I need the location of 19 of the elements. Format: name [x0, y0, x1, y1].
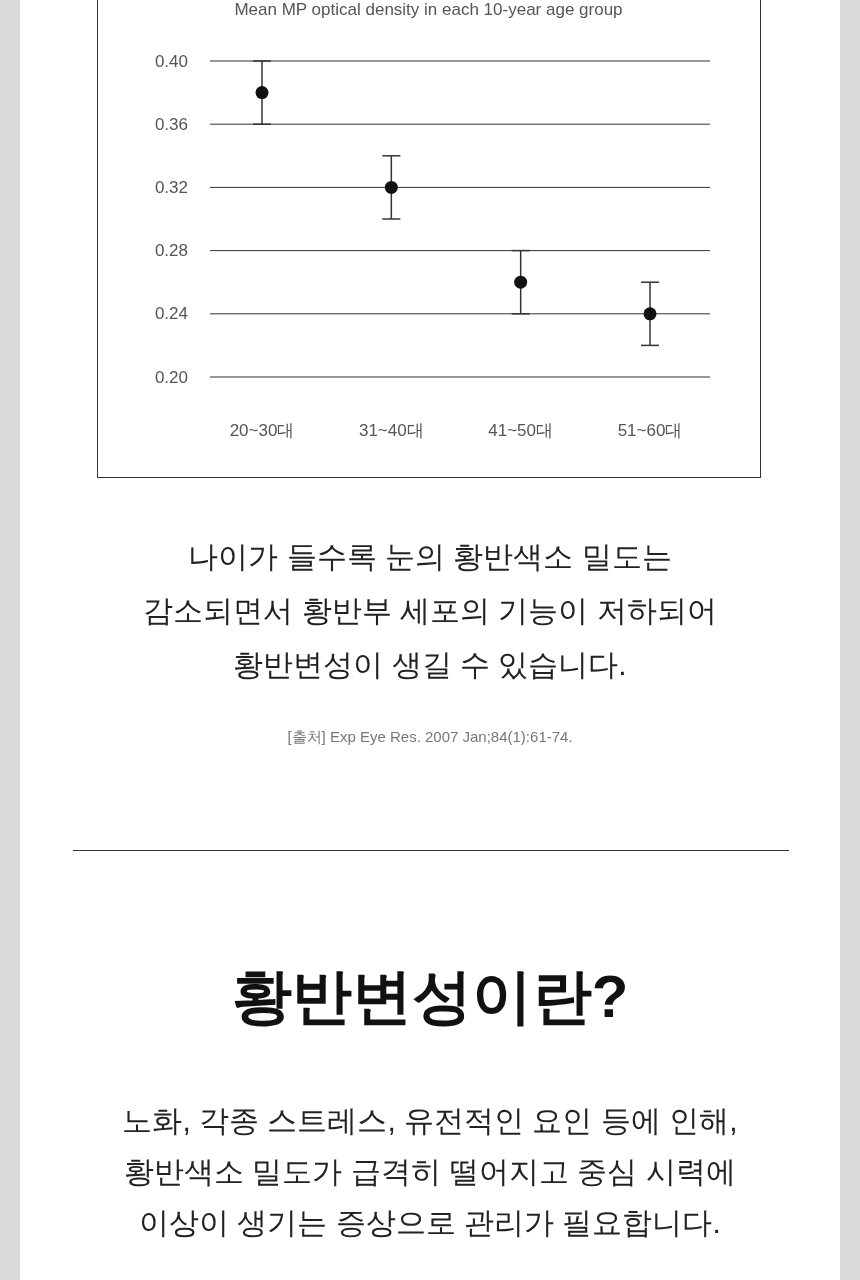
y-tick-label: 0.20 [154, 367, 188, 387]
text: 황반변성이란? [231, 962, 629, 1030]
text: 노화, 각종 스트레스, 유전적인 요인 등에 인해, 황반색소 밀도가 급격히 떨어지고 중심 시력에 이상이 생기는 증상으로 관리가 필요합니다. [122, 1103, 738, 1239]
point [255, 86, 269, 100]
x-tick-label: 31~40대 [358, 420, 424, 440]
point [514, 275, 528, 289]
x-tick-label: 20~30대 [229, 420, 295, 440]
y-tick-label: 0.32 [154, 177, 188, 197]
y-tick-label: 0.28 [154, 241, 188, 261]
y-tick-label: 0.40 [154, 51, 188, 71]
y-tick-label: 0.24 [154, 304, 188, 324]
y-tick-label: 0.36 [154, 114, 188, 134]
point [384, 180, 398, 194]
x-tick-label: 51~60대 [617, 420, 683, 440]
chart-title: Mean MP optical density in each 10-year age group [234, 0, 623, 19]
text: [출처] Exp Eye Res. 2007 Jan;84(1):61-74. [287, 728, 573, 746]
text: 나이가 들수록 눈의 황반색소 밀도는 감소되면서 황반부 세포의 기능이 저하되어 황반변성이 생길 수 있습니다. [143, 539, 717, 681]
x-tick-label: 41~50대 [488, 420, 554, 440]
point [643, 307, 657, 321]
